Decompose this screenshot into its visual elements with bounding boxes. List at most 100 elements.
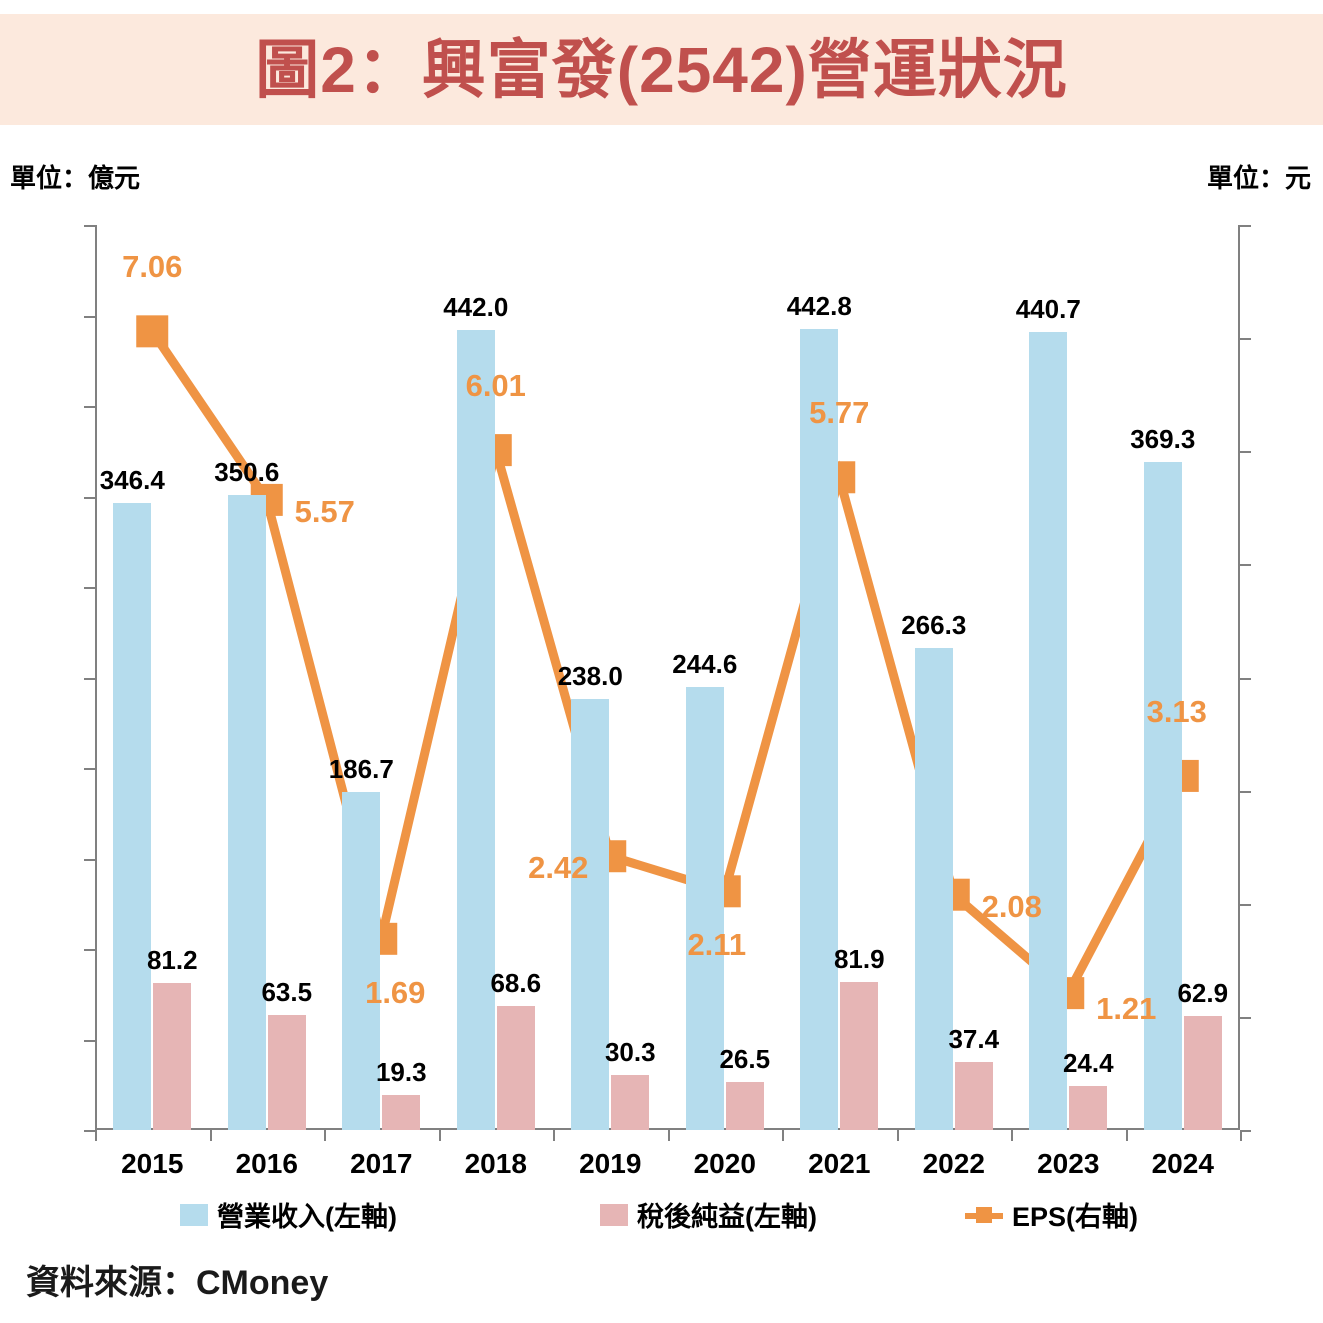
net-income-legend-swatch	[600, 1203, 628, 1226]
revenue-bar[interactable]	[227, 495, 266, 1130]
eps-value-label: 1.21	[1096, 991, 1157, 1027]
net-income-bar[interactable]	[382, 1095, 421, 1130]
x-axis-tick	[553, 1130, 555, 1141]
left-axis-tick	[84, 406, 95, 408]
net-income-value-label: 81.9	[833, 943, 885, 974]
x-axis-category-label: 2016	[235, 1148, 298, 1179]
eps-data-point[interactable]	[136, 315, 169, 348]
left-axis-tick	[84, 1130, 95, 1132]
legend-item[interactable]: EPS(右軸)	[965, 1195, 1138, 1234]
revenue-bar[interactable]	[113, 503, 152, 1130]
x-axis-tick	[667, 1130, 670, 1141]
x-axis-tick	[1125, 1130, 1128, 1141]
revenue-bar[interactable]	[571, 699, 610, 1130]
revenue-bar[interactable]	[456, 329, 495, 1130]
x-axis-category-label: 2024	[1151, 1148, 1214, 1179]
eps-value-label: 5.57	[294, 493, 355, 529]
right-axis-unit-label: 單位：元	[1206, 163, 1311, 193]
revenue-bar[interactable]	[342, 792, 381, 1130]
net-income-bar[interactable]	[725, 1082, 764, 1130]
net-income-value-label: 68.6	[490, 967, 542, 998]
revenue-bar[interactable]	[800, 328, 839, 1130]
net-income-bar[interactable]	[267, 1015, 306, 1130]
net-income-bar[interactable]	[496, 1005, 535, 1130]
net-income-value-label: 24.4	[1062, 1047, 1114, 1078]
net-income-value-label: 26.5	[719, 1044, 771, 1075]
revenue-value-label: 266.3	[901, 609, 967, 640]
x-axis-tick	[209, 1130, 212, 1141]
revenue-value-label: 440.7	[1015, 294, 1081, 325]
net-income-bar[interactable]	[611, 1075, 650, 1130]
x-axis-category-label: 2019	[579, 1148, 642, 1179]
revenue-bar[interactable]	[1029, 332, 1068, 1130]
eps-value-label: 7.06	[122, 249, 183, 285]
net-income-bar[interactable]	[840, 981, 879, 1130]
eps-value-label: 1.69	[365, 974, 426, 1010]
source-note: 資料來源：CMoney	[26, 1264, 329, 1302]
right-axis-line	[1238, 225, 1240, 1130]
net-income-value-label: 62.9	[1177, 978, 1229, 1009]
net-income-bar[interactable]	[1069, 1085, 1108, 1130]
right-axis-tick	[1240, 1016, 1251, 1019]
x-axis-category-label: 2015	[121, 1148, 184, 1179]
eps-value-label: 5.77	[809, 395, 870, 431]
legend-item-label: 稅後純益(左軸)	[637, 1202, 817, 1232]
revenue-legend-swatch	[180, 1203, 208, 1226]
net-income-value-label: 81.2	[146, 945, 198, 976]
left-axis-tick	[84, 315, 95, 318]
legend-item[interactable]: 營業收入(左軸)	[180, 1195, 397, 1234]
right-axis-tick	[1240, 1130, 1251, 1132]
revenue-value-label: 238.0	[557, 661, 623, 692]
x-axis-category-label: 2017	[350, 1148, 413, 1179]
x-axis-category-label: 2020	[693, 1148, 756, 1179]
page-title: 圖2：興富發(2542)營運狀況	[255, 33, 1068, 106]
right-axis-tick	[1240, 903, 1251, 906]
chart-plot-area: 0501001502002503003504004505000123456783…	[84, 225, 1251, 1141]
net-income-bar[interactable]	[153, 983, 192, 1130]
net-income-value-label: 30.3	[604, 1037, 656, 1068]
net-income-bar[interactable]	[954, 1062, 993, 1130]
revenue-value-label: 186.7	[328, 754, 394, 785]
left-axis-tick	[84, 225, 95, 227]
chart-title-banner: 圖2：興富發(2542)營運狀況	[0, 14, 1323, 125]
revenue-bar[interactable]	[1143, 461, 1182, 1130]
revenue-value-label: 350.6	[214, 457, 280, 488]
eps-value-label: 2.42	[528, 850, 589, 886]
legend-item[interactable]: 稅後純益(左軸)	[600, 1195, 817, 1234]
left-axis-tick	[84, 1039, 95, 1042]
x-axis-tick	[324, 1130, 326, 1141]
x-axis-line	[95, 1128, 1240, 1130]
left-axis-tick	[84, 496, 95, 499]
net-income-value-label: 19.3	[375, 1057, 427, 1088]
x-axis-tick	[782, 1130, 784, 1141]
revenue-value-label: 346.4	[99, 465, 165, 496]
right-axis-tick	[1240, 564, 1251, 567]
right-axis-tick	[1240, 451, 1251, 454]
eps-polyline	[148, 328, 1187, 1001]
legend-item-label: EPS(右軸)	[1012, 1202, 1139, 1232]
revenue-bar[interactable]	[685, 687, 724, 1130]
x-axis-tick	[95, 1130, 97, 1141]
x-axis-tick	[438, 1130, 441, 1141]
revenue-value-label: 442.0	[443, 291, 509, 322]
revenue-bar[interactable]	[914, 648, 953, 1130]
x-axis-tick	[1240, 1130, 1242, 1141]
net-income-bar[interactable]	[1183, 1016, 1222, 1130]
left-axis-tick	[84, 949, 95, 951]
eps-value-label: 6.01	[465, 368, 526, 404]
legend-item-label: 營業收入(左軸)	[217, 1202, 397, 1232]
right-axis-tick	[1240, 338, 1251, 341]
right-axis-tick	[1240, 677, 1251, 680]
left-axis-tick	[84, 768, 95, 770]
net-income-value-label: 37.4	[948, 1024, 1000, 1055]
x-axis-tick	[896, 1130, 899, 1141]
eps-legend-marker	[965, 1204, 1003, 1226]
eps-value-label: 2.08	[981, 888, 1042, 924]
revenue-value-label: 244.6	[672, 649, 738, 680]
x-axis-category-label: 2018	[464, 1148, 527, 1179]
revenue-value-label: 369.3	[1130, 423, 1196, 454]
x-axis-tick	[1011, 1130, 1013, 1141]
right-axis-tick	[1240, 790, 1251, 793]
left-axis-unit-label: 單位：億元	[10, 163, 141, 193]
revenue-value-label: 442.8	[786, 290, 852, 321]
